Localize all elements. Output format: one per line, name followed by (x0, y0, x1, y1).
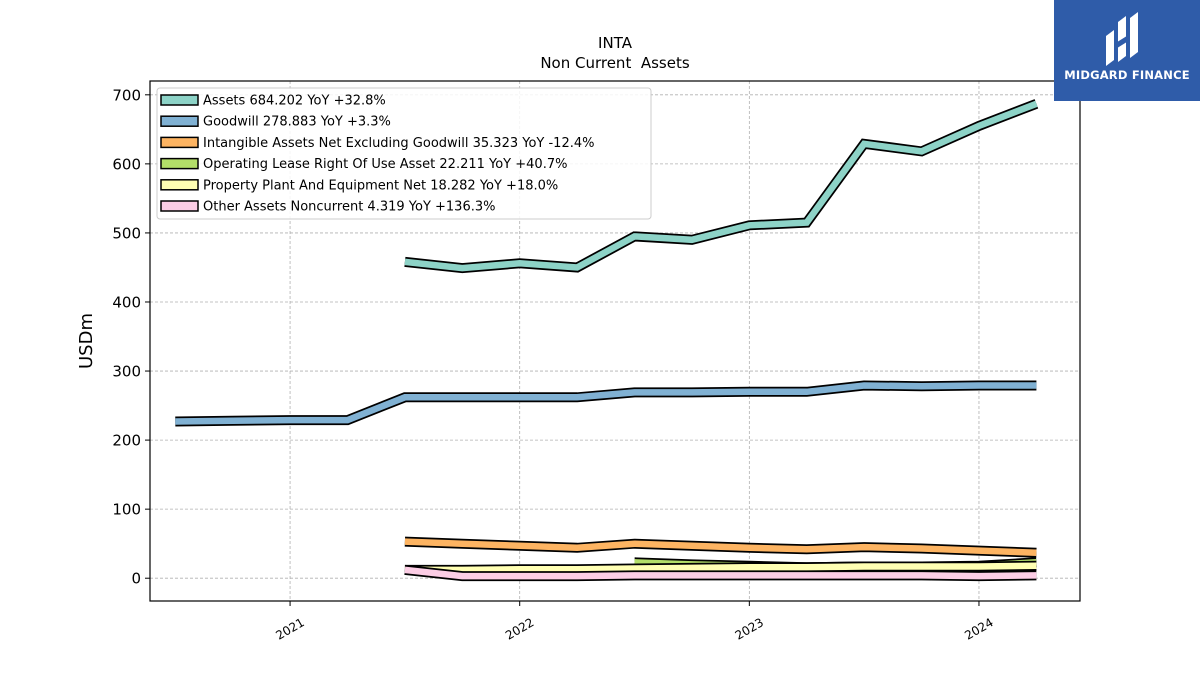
legend-swatch (160, 115, 199, 127)
legend-swatch (160, 94, 199, 106)
y-tick-label: 0 (131, 570, 141, 588)
legend: Assets 684.202 YoY +32.8% Goodwill 278.88… (156, 87, 652, 220)
y-tick-label: 300 (112, 363, 141, 381)
logo-text: MIDGARD FINANCE (1064, 68, 1190, 82)
chart-title: INTA (598, 34, 633, 52)
legend-label: Assets 684.202 YoY +32.8% (203, 94, 386, 109)
plot-frame (149, 80, 1081, 602)
y-tick-label: 500 (112, 224, 141, 242)
y-tick-label: 100 (112, 501, 141, 519)
y-axis-label: USDm (76, 313, 97, 369)
legend-swatch (160, 200, 199, 212)
legend-label: Property Plant And Equipment Net 18.282 … (203, 178, 558, 193)
series-assets (404, 99, 1039, 274)
series-line (404, 566, 1037, 580)
y-tick-label: 400 (112, 293, 141, 311)
series-line (404, 538, 1037, 556)
legend-swatch (160, 157, 199, 170)
midgard-logo-icon (1106, 12, 1138, 66)
series-line (404, 100, 1038, 272)
chart-subtitle: Non Current Assets (540, 54, 690, 72)
y-tick-label: 700 (112, 86, 141, 104)
series-property-plant-and-equipment-net (404, 560, 1037, 575)
series-intangible-assets-net-excluding-goodwill (404, 536, 1037, 558)
series-goodwill (175, 380, 1037, 427)
legend-label: Other Assets Noncurrent 4.319 YoY +136.3… (203, 200, 495, 215)
series-group (175, 99, 1039, 582)
legend-label: Goodwill 278.883 YoY +3.3% (203, 115, 391, 130)
legend-swatch (160, 179, 199, 191)
brand-logo: MIDGARD FINANCE (1054, 0, 1200, 101)
legend-box (156, 87, 652, 220)
legend-label: Intangible Assets Net Excluding Goodwill… (203, 136, 594, 151)
legend-swatch (160, 136, 199, 149)
y-tick-label: 200 (112, 432, 141, 450)
series-line (175, 382, 1037, 425)
series-line (404, 562, 1037, 574)
legend-label: Operating Lease Right Of Use Asset 22.21… (203, 157, 567, 172)
y-tick-label: 600 (112, 155, 141, 173)
series-other-assets-noncurrent (404, 564, 1037, 582)
